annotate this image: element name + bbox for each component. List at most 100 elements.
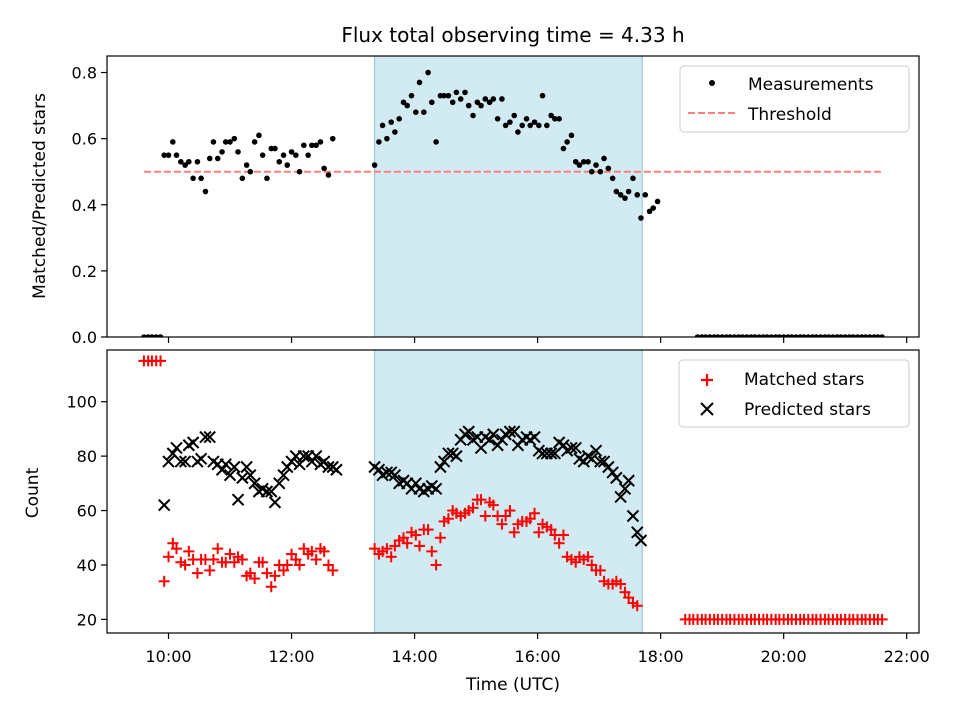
matched-point xyxy=(615,578,627,590)
measurement-point xyxy=(572,158,579,165)
predicted-point xyxy=(223,468,237,482)
matched-point xyxy=(265,581,277,593)
measurement-point xyxy=(384,135,390,142)
matched-point xyxy=(430,559,442,571)
measurement-point xyxy=(638,215,644,221)
measurement-point xyxy=(597,168,604,175)
measurement-point xyxy=(756,334,762,337)
measurement-point xyxy=(214,155,221,162)
measurement-point xyxy=(190,175,196,182)
measurement-point xyxy=(227,139,233,145)
measurement-point xyxy=(206,155,213,162)
top-plot-frame xyxy=(106,55,920,338)
matched-point xyxy=(504,505,516,517)
legend-matched-label: Matched stars xyxy=(744,370,864,390)
matched-point xyxy=(204,564,216,576)
measurement-point xyxy=(707,334,713,337)
measurement-point xyxy=(854,334,861,337)
measurement-point xyxy=(276,158,283,165)
measurement-point xyxy=(593,162,599,168)
matched-point xyxy=(631,600,643,612)
measurement-point xyxy=(548,112,554,119)
measurement-point xyxy=(325,172,332,178)
predicted-point xyxy=(618,482,632,495)
measurement-point xyxy=(400,99,407,106)
predicted-point xyxy=(170,441,183,455)
measurement-point xyxy=(296,168,303,175)
measurement-point xyxy=(617,192,624,198)
predicted-point xyxy=(442,447,455,460)
top-y-axis-label: Matched/Predicted stars xyxy=(30,93,50,299)
measurement-point xyxy=(251,139,258,145)
measurement-point xyxy=(465,102,472,109)
measurement-point xyxy=(519,122,526,129)
predicted-point xyxy=(277,468,290,482)
measurement-point xyxy=(219,149,225,155)
legend-matched-marker xyxy=(701,374,713,386)
measurement-point xyxy=(173,152,180,158)
predicted-point xyxy=(219,458,232,471)
measurement-point xyxy=(842,334,848,337)
measurement-point xyxy=(654,198,661,205)
measurement-point xyxy=(379,122,386,129)
measurement-point xyxy=(879,334,885,337)
measurement-point xyxy=(474,99,481,106)
measurement-point xyxy=(793,334,799,337)
predicted-point xyxy=(528,430,541,444)
matched-point xyxy=(413,540,425,552)
measurement-point xyxy=(630,175,636,182)
predicted-point xyxy=(372,463,386,476)
predicted-point xyxy=(268,496,282,509)
bottom-y-tick-label: 40 xyxy=(77,556,97,575)
matched-point xyxy=(257,556,269,568)
predicted-point xyxy=(434,460,447,474)
predicted-point xyxy=(260,485,274,498)
measurement-point xyxy=(580,158,587,165)
bottom-y-tick-label: 80 xyxy=(77,447,97,466)
predicted-point xyxy=(569,441,582,455)
matched-point xyxy=(479,510,491,522)
measurement-point xyxy=(702,334,709,337)
measurement-point xyxy=(416,79,423,86)
top-legend-box xyxy=(679,65,910,133)
predicted-point xyxy=(203,430,216,444)
bottom-legend-box xyxy=(678,359,910,428)
predicted-point xyxy=(322,460,335,474)
matched-point xyxy=(381,543,393,555)
measurement-point xyxy=(585,158,591,165)
measurement-point xyxy=(396,116,402,122)
measurement-point xyxy=(552,116,558,122)
measurement-point xyxy=(564,139,570,145)
legend-predicted-marker xyxy=(700,402,714,416)
matched-point xyxy=(876,613,888,625)
measurement-point xyxy=(768,334,775,337)
predicted-point xyxy=(606,466,619,479)
measurement-point xyxy=(850,334,856,337)
measurement-point xyxy=(272,145,278,152)
measurement-point xyxy=(588,168,595,175)
matched-point xyxy=(183,545,195,557)
matched-point xyxy=(426,545,438,557)
measurement-point xyxy=(576,162,583,168)
predicted-point xyxy=(236,471,249,485)
predicted-point xyxy=(388,468,402,482)
measurement-point xyxy=(429,99,435,106)
matched-point xyxy=(163,551,175,563)
x-tick-label: 18:00 xyxy=(638,647,684,666)
matched-point xyxy=(281,559,293,571)
measurement-point xyxy=(309,142,315,149)
top-y-tick-label: 0.0 xyxy=(72,328,97,347)
measurement-point xyxy=(776,334,783,337)
measurement-point xyxy=(210,139,217,145)
predicted-point xyxy=(178,455,192,468)
measurement-point xyxy=(527,122,534,129)
measurement-point xyxy=(499,96,505,102)
predicted-point xyxy=(309,449,323,463)
matched-point xyxy=(212,543,224,555)
top-panel: 0.00.20.40.60.8 Matched/Predicted stars … xyxy=(30,55,920,347)
x-tick-label: 14:00 xyxy=(392,647,438,666)
measurement-point xyxy=(536,122,542,129)
measurement-point xyxy=(317,139,324,145)
measurement-point xyxy=(239,175,246,182)
legend-measurements-marker xyxy=(709,80,715,86)
